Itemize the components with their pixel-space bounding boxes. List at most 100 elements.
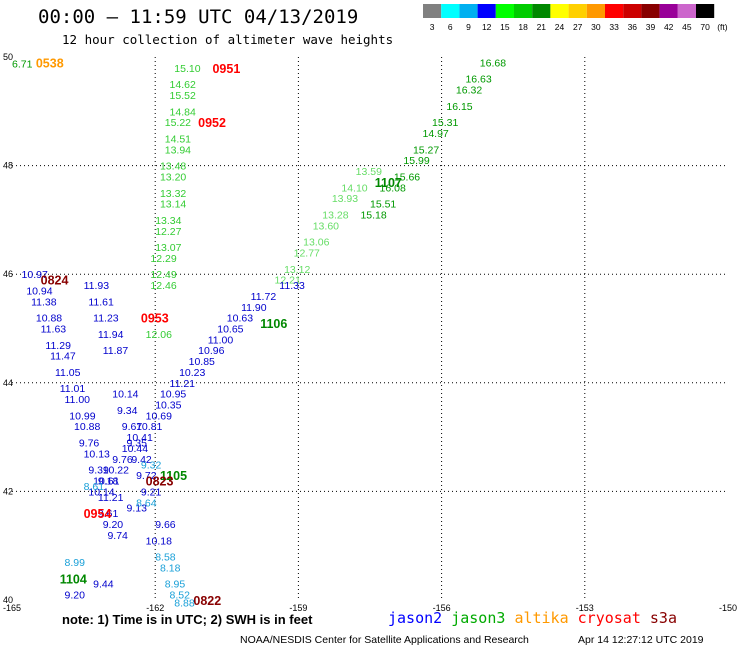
- legend-label-33: 33: [609, 22, 619, 32]
- legend-swatch-42: [659, 4, 678, 18]
- wave-height-value: 9.72: [136, 470, 157, 482]
- wave-height-value: 10.44: [122, 443, 148, 455]
- wave-height-value: 12.49: [150, 269, 176, 281]
- lat-tick-label: 40: [3, 595, 13, 605]
- generated-timestamp: Apr 14 12:27:12 UTC 2019: [578, 634, 704, 646]
- pass-time-label: 0953: [141, 312, 169, 326]
- wave-height-value: 11.93: [84, 280, 110, 292]
- page-title: 00:00 – 11:59 UTC 04/13/2019: [38, 6, 359, 28]
- legend-label-15: 15: [500, 22, 510, 32]
- pass-time-label: 0954: [84, 507, 112, 521]
- pass-time-label: 1105: [160, 469, 187, 483]
- wave-height-value: 10.97: [22, 269, 48, 281]
- wave-height-value: 13.48: [160, 161, 186, 173]
- lat-tick-label: 44: [3, 378, 13, 388]
- wave-height-value: 16.63: [465, 74, 491, 86]
- wave-height-value: 16.68: [480, 57, 506, 69]
- pass-time-label: 0822: [193, 594, 221, 608]
- wave-height-value: 16.32: [456, 85, 482, 97]
- wave-height-value: 14.62: [170, 79, 196, 91]
- wave-height-value: 12.27: [155, 226, 181, 238]
- satellite-legend: jason2 jason3 altika cryosat s3a: [388, 609, 677, 627]
- wave-height-value: 11.00: [208, 334, 234, 346]
- lon-tick-label: -165: [3, 603, 21, 613]
- wave-height-value: 11.29: [45, 340, 71, 352]
- wave-height-value: 9.74: [107, 530, 128, 542]
- wave-height-value: 9.42: [131, 454, 152, 466]
- wave-height-value: 10.61: [93, 476, 119, 488]
- wave-height-value: 8.58: [155, 552, 176, 564]
- wave-height-value: 11.21: [170, 378, 196, 390]
- legend-swatch-70: [696, 4, 715, 18]
- wave-height-value: 15.51: [370, 199, 396, 211]
- wave-height-value: 9.21: [141, 486, 162, 498]
- legend-label-27: 27: [573, 22, 583, 32]
- wave-height-value: 13.93: [332, 193, 358, 205]
- wave-height-value: 8.61: [84, 481, 105, 493]
- wave-height-value: 15.18: [360, 209, 386, 221]
- wave-height-value: 9.66: [155, 519, 176, 531]
- wave-height-value: 11.90: [241, 302, 267, 314]
- wave-height-value: 16.15: [446, 101, 472, 113]
- legend-swatch-3: [423, 4, 442, 18]
- wave-height-value: 14.10: [341, 182, 367, 194]
- page-subtitle: 12 hour collection of altimeter wave hei…: [62, 32, 394, 47]
- wave-height-value: 12.06: [146, 329, 172, 341]
- wave-height-value: 13.14: [160, 199, 186, 211]
- wave-height-value: 9.32: [141, 459, 162, 471]
- wave-height-value: 11.33: [279, 280, 305, 292]
- wave-height-value: 15.66: [394, 171, 420, 183]
- wave-height-value: 9.67: [122, 421, 143, 433]
- wave-height-value: 9.20: [65, 590, 86, 602]
- legend-label-3: 3: [430, 22, 435, 32]
- wave-height-value: 11.94: [98, 329, 124, 341]
- wave-height-value: 9.13: [127, 503, 148, 515]
- wave-height-value: 13.28: [322, 209, 348, 221]
- wave-height-value: 14.97: [423, 128, 449, 140]
- wave-height-value: 9.34: [117, 405, 138, 417]
- legend-swatch-33: [605, 4, 624, 18]
- wave-height-value: 15.10: [174, 63, 200, 75]
- wave-height-value: 13.34: [155, 215, 181, 227]
- wave-height-value: 13.94: [165, 144, 191, 156]
- wave-height-value: 15.22: [165, 117, 191, 129]
- pass-time-label: 0824: [41, 274, 69, 288]
- wave-height-value: 10.41: [127, 432, 153, 444]
- legend-swatch-9: [459, 4, 478, 18]
- wave-height-value: 10.14: [112, 389, 138, 401]
- lon-tick-label: -150: [719, 603, 737, 613]
- wave-height-value: 13.32: [160, 188, 186, 200]
- footer-note: note: 1) Time is in UTC; 2) SWH is in fe…: [62, 612, 313, 627]
- lat-tick-label: 46: [3, 269, 13, 279]
- legend-swatch-30: [586, 4, 605, 18]
- wave-height-value: 11.38: [31, 296, 57, 308]
- wave-height-value: 15.27: [413, 144, 439, 156]
- legend-unit: (ft): [717, 22, 728, 32]
- pass-time-label: 0951: [212, 62, 240, 76]
- wave-height-value: 11.23: [93, 313, 119, 325]
- wave-height-value: 9.76: [79, 438, 100, 450]
- wave-height-value: 9.18: [98, 476, 119, 488]
- wave-height-value: 8.88: [174, 598, 195, 610]
- legend-label-24: 24: [555, 22, 565, 32]
- legend-swatch-24: [550, 4, 569, 18]
- pass-time-label: 0952: [198, 116, 226, 130]
- legend-swatch-39: [641, 4, 660, 18]
- pass-time-label: 1107: [375, 176, 402, 190]
- wave-height-value: 12.21: [275, 275, 301, 287]
- legend-label-6: 6: [448, 22, 453, 32]
- lat-tick-label: 42: [3, 486, 13, 496]
- credit-line: NOAA/NESDIS Center for Satellite Applica…: [240, 634, 529, 646]
- wave-height-value: 10.88: [74, 421, 100, 433]
- wave-height-value: 10.99: [69, 410, 95, 422]
- wave-height-value: 11.61: [88, 296, 114, 308]
- wave-height-value: 10.65: [217, 324, 243, 336]
- legend-label-36: 36: [628, 22, 638, 32]
- wave-height-value: 12.46: [150, 280, 176, 292]
- wave-height-value: 9.44: [93, 579, 114, 591]
- satellite-name-altika: altika: [514, 609, 569, 627]
- legend-label-70: 70: [700, 22, 710, 32]
- wave-height-value: 8.18: [160, 562, 181, 574]
- lat-tick-label: 50: [3, 52, 13, 62]
